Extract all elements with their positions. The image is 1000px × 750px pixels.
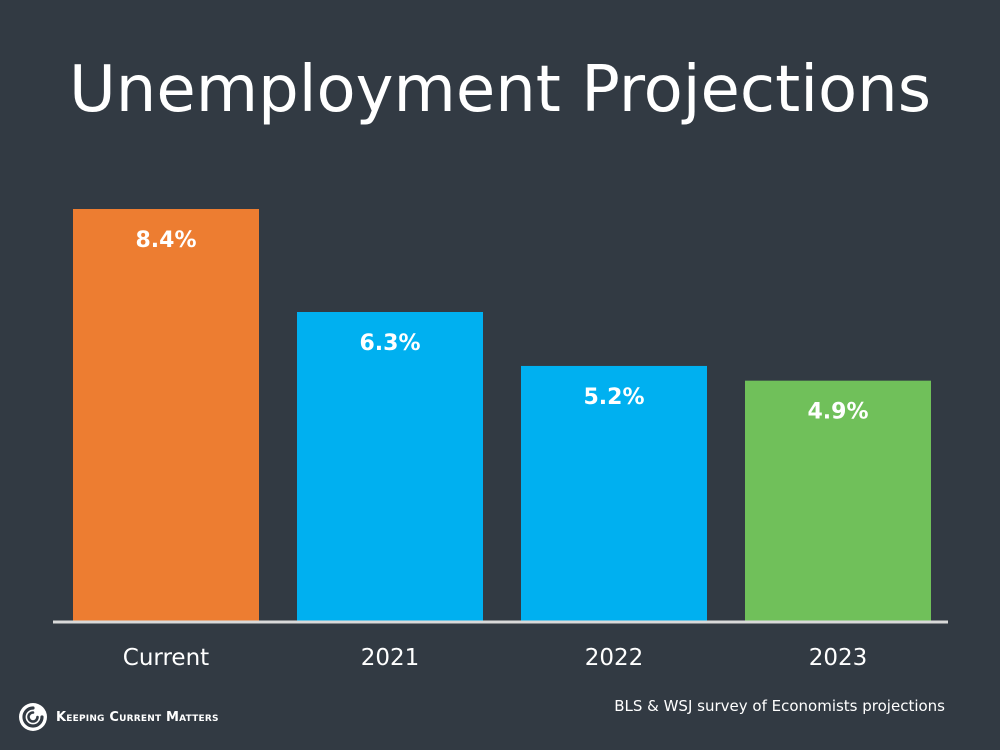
- category-label-current: Current: [123, 645, 209, 671]
- bar-chart: 8.4% Current 6.3% 2021 5.2% 2022 4.9% 2023: [53, 209, 948, 671]
- data-label-2023: 4.9%: [807, 400, 868, 425]
- data-label-2022: 5.2%: [583, 385, 644, 410]
- category-label-2021: 2021: [361, 645, 420, 671]
- category-label-2023: 2023: [809, 645, 868, 671]
- category-label-2022: 2022: [585, 645, 644, 671]
- source-note: BLS & WSJ survey of Economists projectio…: [614, 697, 945, 715]
- bar-2021: [297, 312, 483, 621]
- data-label-2021: 6.3%: [359, 331, 420, 356]
- bar-current: [73, 209, 259, 621]
- chart-title: Unemployment Projections: [68, 53, 932, 127]
- brand: Keeping Current Matters: [18, 702, 219, 732]
- brand-name: Keeping Current Matters: [56, 709, 219, 725]
- kcm-logo-icon: [19, 703, 47, 731]
- data-label-current: 8.4%: [135, 228, 196, 253]
- bar-2023: [745, 380, 931, 621]
- bar-2022: [521, 365, 707, 621]
